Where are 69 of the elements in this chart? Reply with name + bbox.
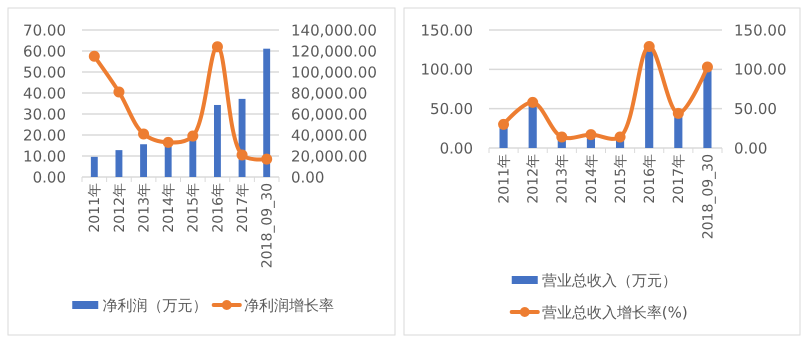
- point: [261, 154, 272, 165]
- x-tick-label: 2016年: [642, 154, 658, 204]
- y-tick-label: 70.00: [23, 21, 66, 40]
- y-tick-label: 0.00: [32, 168, 66, 186]
- x-tick-label: 2015年: [612, 154, 629, 204]
- point: [527, 96, 538, 108]
- point: [212, 41, 223, 52]
- point: [585, 129, 596, 140]
- point: [236, 149, 248, 160]
- y-tick-label: 150.00: [420, 21, 473, 40]
- x-tick-label: 2018_09_30: [260, 183, 276, 268]
- bar: [703, 69, 712, 148]
- bar: [140, 144, 148, 177]
- x-tick-label: 2015年: [186, 183, 202, 233]
- point: [556, 131, 568, 142]
- bar: [263, 48, 270, 177]
- y2-tick-label: 80,000.00: [291, 84, 368, 102]
- point: [162, 136, 174, 148]
- legend-label: 营业总收入（万元）: [542, 271, 677, 290]
- point: [702, 61, 713, 72]
- x-tick-label: 2014年: [584, 154, 600, 204]
- y-tick-label: 50.00: [430, 100, 473, 118]
- legend-label: 净利润增长率: [244, 296, 334, 314]
- y-tick-label: 30.00: [23, 105, 66, 124]
- x-tick-label: 2014年: [161, 183, 178, 233]
- y-tick-label: 40.00: [23, 84, 66, 102]
- point: [644, 41, 655, 52]
- y2-tick-label: 100,000.00: [291, 63, 377, 82]
- y-tick-label: 100.00: [420, 60, 473, 79]
- x-tick-label: 2016年: [210, 183, 226, 233]
- y2-tick-label: 150.00: [734, 21, 786, 40]
- y2-tick-label: 50.00: [734, 100, 777, 118]
- y2-tick-label: 120,000.00: [291, 42, 377, 60]
- y-tick-label: 50.00: [23, 63, 66, 82]
- bar: [674, 116, 682, 148]
- legend-label: 净利润（万元）: [102, 296, 208, 314]
- x-tick-label: 2017年: [671, 154, 688, 204]
- y2-tick-label: 0.00: [291, 168, 324, 186]
- point: [113, 86, 124, 98]
- x-tick-label: 2012年: [112, 183, 128, 233]
- y2-tick-label: 0.00: [734, 139, 768, 158]
- point: [614, 131, 626, 142]
- bar: [90, 156, 98, 177]
- x-tick-label: 2011年: [496, 154, 512, 204]
- y-tick-label: 10.00: [23, 147, 66, 166]
- point: [672, 108, 684, 119]
- y2-tick-label: 20,000.00: [291, 147, 368, 166]
- y2-tick-label: 100.00: [734, 60, 786, 79]
- x-tick-label: 2013年: [136, 183, 152, 233]
- y2-tick-label: 40,000.00: [291, 126, 368, 144]
- x-tick-label: 2011年: [87, 183, 104, 233]
- y-tick-label: 20.00: [23, 126, 66, 144]
- bar: [214, 104, 221, 177]
- y2-tick-label: 140,000.00: [291, 21, 377, 40]
- y-tick-label: 60.00: [23, 42, 66, 60]
- bar: [115, 150, 122, 177]
- bar: [528, 104, 537, 148]
- point: [187, 130, 198, 142]
- y-tick-label: 0.00: [440, 139, 473, 158]
- bar: [645, 50, 654, 148]
- point: [88, 50, 100, 62]
- legend-label: 营业总收入增长率(%): [542, 303, 688, 322]
- point: [498, 118, 510, 130]
- x-tick-label: 2017年: [234, 183, 251, 233]
- x-tick-label: 2018_09_30: [700, 154, 716, 240]
- x-tick-label: 2012年: [526, 154, 542, 204]
- x-tick-label: 2013年: [554, 154, 571, 204]
- point: [138, 128, 150, 140]
- y2-tick-label: 60,000.00: [291, 105, 368, 124]
